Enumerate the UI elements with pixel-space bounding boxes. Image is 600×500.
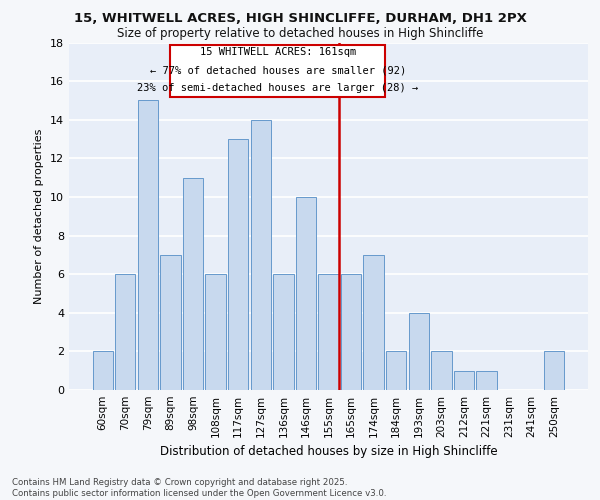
Bar: [296, 197, 316, 390]
Y-axis label: Number of detached properties: Number of detached properties: [34, 128, 44, 304]
Bar: [364, 255, 384, 390]
Bar: [319, 274, 338, 390]
Bar: [170, 46, 385, 96]
X-axis label: Distribution of detached houses by size in High Shincliffe: Distribution of detached houses by size …: [160, 446, 497, 458]
Bar: [183, 178, 203, 390]
Bar: [160, 255, 181, 390]
Bar: [386, 352, 406, 390]
Bar: [251, 120, 271, 390]
Bar: [409, 313, 429, 390]
Text: Contains HM Land Registry data © Crown copyright and database right 2025.
Contai: Contains HM Land Registry data © Crown c…: [12, 478, 386, 498]
Bar: [138, 100, 158, 390]
Bar: [544, 352, 565, 390]
Bar: [115, 274, 136, 390]
Bar: [476, 370, 497, 390]
Text: ← 77% of detached houses are smaller (92): ← 77% of detached houses are smaller (92…: [149, 65, 406, 75]
Bar: [92, 352, 113, 390]
Bar: [454, 370, 474, 390]
Bar: [341, 274, 361, 390]
Bar: [228, 139, 248, 390]
Text: Size of property relative to detached houses in High Shincliffe: Size of property relative to detached ho…: [117, 28, 483, 40]
Text: 15 WHITWELL ACRES: 161sqm: 15 WHITWELL ACRES: 161sqm: [200, 47, 356, 57]
Text: 15, WHITWELL ACRES, HIGH SHINCLIFFE, DURHAM, DH1 2PX: 15, WHITWELL ACRES, HIGH SHINCLIFFE, DUR…: [74, 12, 526, 26]
Bar: [273, 274, 293, 390]
Bar: [205, 274, 226, 390]
Text: 23% of semi-detached houses are larger (28) →: 23% of semi-detached houses are larger (…: [137, 83, 418, 93]
Bar: [431, 352, 452, 390]
